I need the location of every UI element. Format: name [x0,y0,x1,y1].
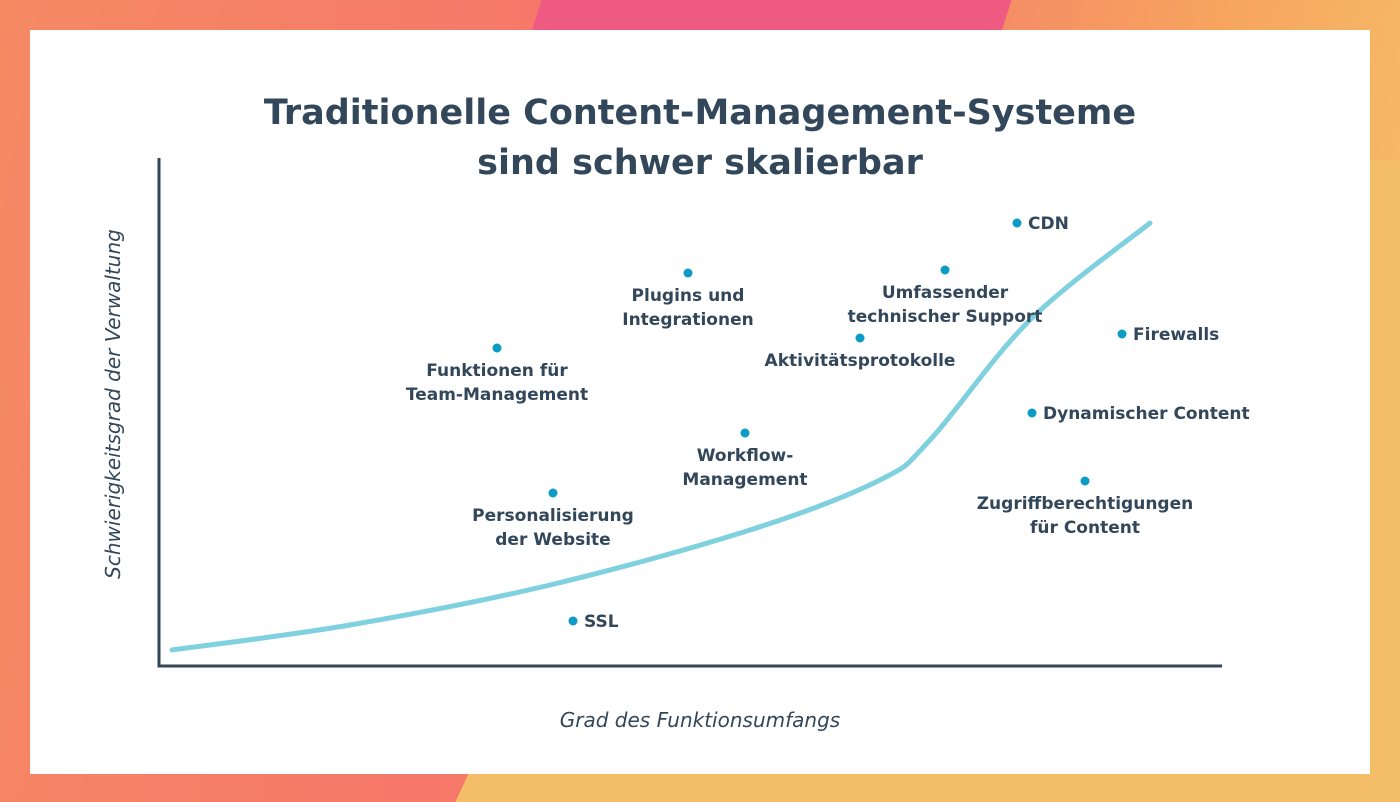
data-point [1080,476,1090,486]
data-points: Funktionen für Team-Management Plugins und… [406,214,1250,632]
data-point [548,488,558,498]
data-point-label: Firewalls [1133,325,1219,345]
data-point [855,333,865,343]
chart-card: Traditionelle Content-Management-Systeme… [30,30,1370,774]
data-point [740,428,750,438]
data-point-label: Dynamischer Content [1043,404,1250,424]
data-point-label: SSL [584,612,619,632]
data-point [683,268,693,278]
trend-curve [169,220,1153,653]
data-point [1012,218,1022,228]
chart-title: Traditionelle Content-Management-Systeme… [30,88,1370,188]
y-axis-title: Schwierigkeitsgrad der Verwaltung [101,229,125,579]
data-point-label: Aktivitätsprotokolle [765,351,956,371]
data-point-label: Personalisierung der Website [472,506,634,550]
data-point-group: Dynamischer Content [1027,404,1250,424]
data-point-label: Funktionen für Team-Management [406,361,588,405]
data-point-group: Zugriffberechtigungen für Content [977,476,1194,538]
data-point-label: Zugriffberechtigungen für Content [977,494,1194,538]
data-point-label: Umfassender technischer Support [848,283,1043,327]
x-axis-title: Grad des Funktionsumfangs [560,708,840,732]
data-point-group: Workflow-Management [682,428,808,490]
data-point-label: Plugins und Integrationen [622,286,753,330]
data-point-group: CDN [1012,214,1069,234]
data-point [492,343,502,353]
data-point [940,265,950,275]
data-point-group: Plugins und Integrationen [622,268,754,330]
data-point-group: Aktivitätsprotokolle [765,333,956,371]
data-point-group: Firewalls [1117,325,1219,345]
chart-axes [157,158,1222,668]
data-point-group: Umfassender technischer Support [848,265,1043,327]
data-point [1027,408,1037,418]
data-point [568,616,578,626]
data-point-group: Funktionen für Team-Management [406,343,588,405]
data-point-group: SSL [568,612,619,632]
data-point-label: Workflow-Management [682,446,807,490]
chart-title-line-1: Traditionelle Content-Management-Systeme [263,93,1137,133]
data-point-group: Personalisierung der Website [472,488,634,550]
chart-title-line-2: sind schwer skalierbar [477,143,923,183]
data-point [1117,329,1127,339]
data-point-label: CDN [1028,214,1069,234]
